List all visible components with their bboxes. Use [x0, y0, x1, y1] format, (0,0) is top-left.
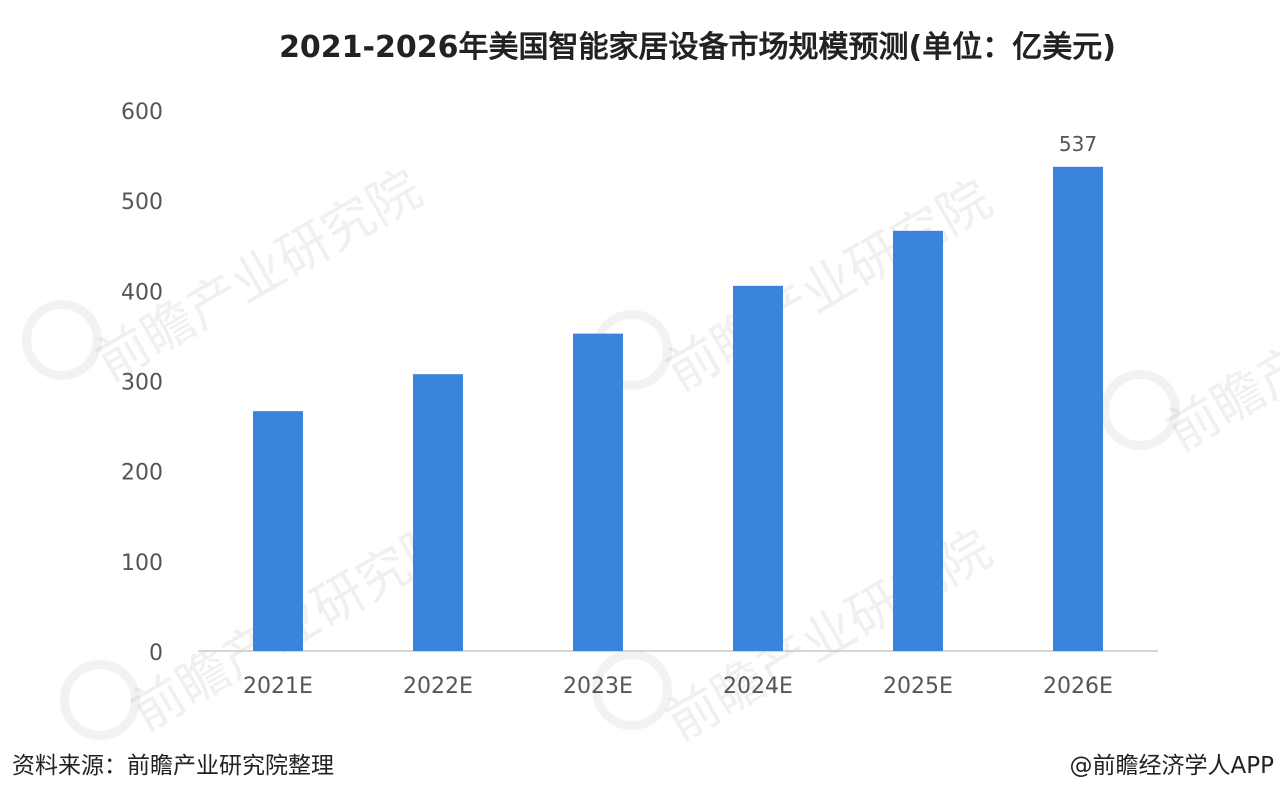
bar-2025E: [893, 230, 943, 651]
credit-note: @前瞻经济学人APP: [1069, 753, 1274, 779]
x-tick-label: 2024E: [723, 674, 793, 699]
y-tick-label: 500: [121, 190, 163, 215]
y-tick-label: 0: [149, 641, 163, 666]
y-tick-label: 200: [121, 461, 163, 486]
bar-chart: 0 100 200 300 400 500 600 2021E 2022E 2023E 2024E 2…: [121, 100, 1158, 699]
y-tick-label: 100: [121, 551, 163, 576]
bar-2023E: [573, 333, 623, 651]
bar-2024E: [733, 285, 783, 651]
x-tick-label: 2022E: [403, 674, 473, 699]
x-tick-label: 2025E: [883, 674, 953, 699]
x-tick-label: 2021E: [243, 674, 313, 699]
x-tick-label: 2026E: [1043, 674, 1113, 699]
data-label: 537: [1059, 132, 1097, 156]
y-tick-label: 600: [121, 100, 163, 125]
bar-2022E: [413, 374, 463, 651]
bar-2021E: [253, 411, 303, 651]
x-tick-label: 2023E: [563, 674, 633, 699]
source-note: 资料来源：前瞻产业研究院整理: [12, 753, 334, 779]
bar-2026E: [1053, 166, 1103, 651]
y-tick-label: 400: [121, 280, 163, 305]
chart-title: 2021-2026年美国智能家居设备市场规模预测(单位：亿美元): [279, 30, 1116, 65]
y-tick-label: 300: [121, 371, 163, 396]
